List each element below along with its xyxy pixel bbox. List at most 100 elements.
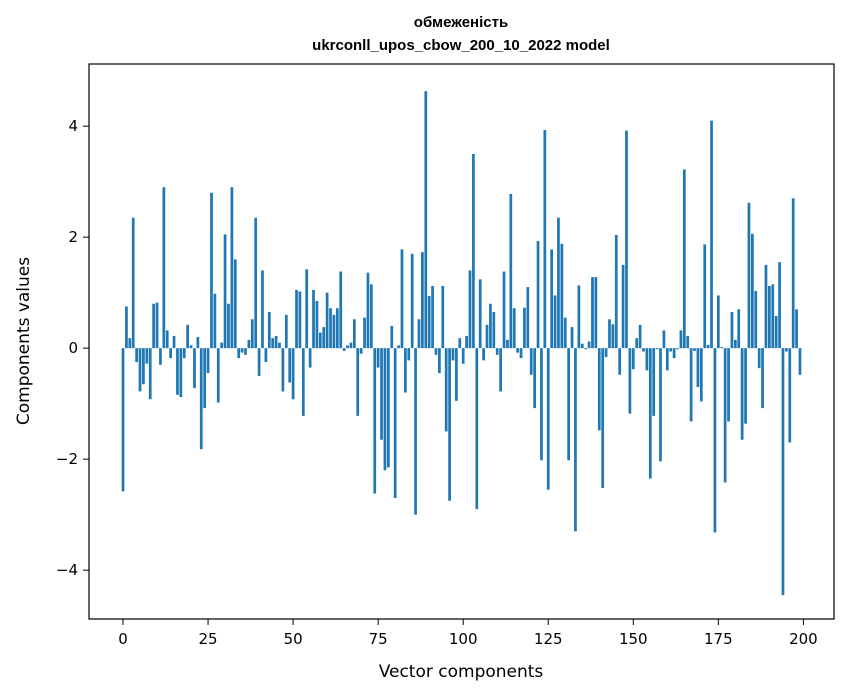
bar-4 xyxy=(135,348,138,363)
x-axis-label: Vector components xyxy=(379,662,544,682)
bar-149 xyxy=(628,348,632,414)
bar-64 xyxy=(339,271,343,349)
bar-104 xyxy=(475,348,479,510)
bar-171 xyxy=(703,244,707,349)
bar-142 xyxy=(604,348,608,358)
bar-87 xyxy=(417,319,421,349)
bar-27 xyxy=(213,293,217,349)
bar-32 xyxy=(230,187,234,349)
bar-153 xyxy=(642,348,645,352)
bar-86 xyxy=(414,348,417,515)
bar-48 xyxy=(284,314,288,349)
x-tick-label: 25 xyxy=(199,630,218,648)
bar-13 xyxy=(165,330,169,349)
bar-130 xyxy=(563,317,567,349)
bar-73 xyxy=(369,284,373,349)
bar-97 xyxy=(451,348,455,361)
bar-76 xyxy=(380,348,383,440)
bar-7 xyxy=(145,348,149,364)
bar-80 xyxy=(393,348,397,499)
bar-190 xyxy=(768,286,771,349)
bar-54 xyxy=(305,269,309,349)
bar-197 xyxy=(791,198,795,349)
bar-19 xyxy=(186,324,190,349)
bar-111 xyxy=(499,348,502,392)
bar-20 xyxy=(189,345,193,349)
bar-92 xyxy=(434,348,438,355)
bar-46 xyxy=(278,342,281,349)
bar-75 xyxy=(376,348,380,368)
bar-84 xyxy=(407,348,411,361)
bar-55 xyxy=(308,348,312,368)
bar-82 xyxy=(400,249,404,349)
bar-39 xyxy=(254,217,258,349)
bar-36 xyxy=(244,348,247,355)
bar-131 xyxy=(567,348,571,461)
bar-108 xyxy=(489,303,492,349)
bar-56 xyxy=(312,289,315,349)
y-tick-label: 0 xyxy=(68,339,78,357)
bar-72 xyxy=(366,272,370,349)
bar-50 xyxy=(291,348,295,400)
bar-167 xyxy=(689,348,693,422)
bar-128 xyxy=(557,217,560,349)
x-tick-label: 50 xyxy=(284,630,303,648)
plot-area-frame xyxy=(88,63,835,620)
x-tick-label: 75 xyxy=(369,630,388,648)
bar-0 xyxy=(121,348,125,492)
bar-2 xyxy=(128,338,132,349)
bar-144 xyxy=(611,324,615,349)
bar-198 xyxy=(795,309,798,349)
bar-196 xyxy=(788,348,792,443)
bar-12 xyxy=(162,187,166,349)
bar-94 xyxy=(441,286,445,349)
bar-188 xyxy=(761,348,764,409)
bar-191 xyxy=(771,284,775,349)
bar-40 xyxy=(257,348,261,376)
bar-68 xyxy=(352,319,356,349)
bar-181 xyxy=(737,309,741,349)
bar-47 xyxy=(281,348,285,392)
bar-115 xyxy=(512,308,516,349)
bar-192 xyxy=(774,315,778,349)
bar-121 xyxy=(533,348,536,409)
bar-156 xyxy=(652,348,656,416)
bar-157 xyxy=(655,348,659,350)
bar-22 xyxy=(196,337,200,349)
bar-58 xyxy=(318,332,322,349)
bar-90 xyxy=(427,295,431,349)
bar-122 xyxy=(536,241,540,349)
bar-16 xyxy=(176,348,179,395)
bar-162 xyxy=(672,348,676,359)
bar-126 xyxy=(550,249,554,349)
bar-6 xyxy=(142,348,145,385)
bar-15 xyxy=(172,335,176,349)
bar-8 xyxy=(148,348,152,400)
bar-134 xyxy=(577,285,581,349)
bar-95 xyxy=(444,348,448,432)
bar-143 xyxy=(608,319,611,349)
bar-49 xyxy=(288,348,292,383)
y-axis-ticks: −4 −2 0 2 4 xyxy=(56,117,89,579)
bar-77 xyxy=(383,348,387,471)
bar-88 xyxy=(421,252,424,349)
bar-24 xyxy=(203,348,207,409)
bar-96 xyxy=(448,348,451,501)
bar-137 xyxy=(587,341,591,349)
bar-125 xyxy=(546,348,550,490)
bar-116 xyxy=(516,348,519,353)
bar-183 xyxy=(744,348,747,424)
bar-146 xyxy=(618,348,622,375)
bar-141 xyxy=(601,348,605,489)
bar-172 xyxy=(706,344,710,349)
bar-117 xyxy=(519,348,523,359)
bar-67 xyxy=(349,342,353,349)
y-axis-label: Components values xyxy=(14,257,34,425)
bar-31 xyxy=(227,303,230,349)
bar-175 xyxy=(716,295,720,349)
bar-71 xyxy=(363,317,366,349)
bar-51 xyxy=(295,289,298,349)
bar-28 xyxy=(216,348,220,403)
bar-147 xyxy=(621,264,625,349)
